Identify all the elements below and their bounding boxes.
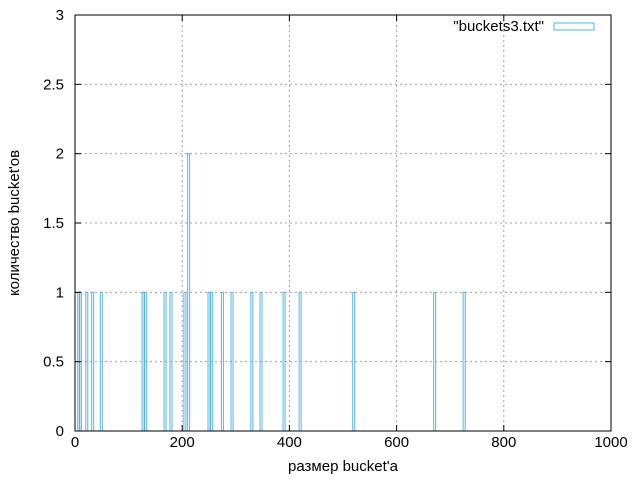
x-tick-label: 800 — [491, 434, 516, 451]
bar — [207, 291, 211, 432]
x-tick-label: 0 — [71, 434, 79, 451]
y-tick-label: 3 — [56, 7, 64, 24]
bar — [352, 291, 356, 432]
x-tick-label: 200 — [170, 434, 195, 451]
bar — [141, 291, 145, 432]
y-tick-label: 1 — [56, 284, 64, 301]
bar — [282, 291, 286, 432]
y-tick-label: 1.5 — [43, 215, 64, 232]
y-axis-title: количество bucket'ов — [6, 150, 23, 296]
bar — [187, 153, 191, 432]
legend: "buckets3.txt" — [453, 18, 595, 35]
x-tick-label: 400 — [277, 434, 302, 451]
x-tick-label: 1000 — [594, 434, 627, 451]
legend-swatch — [553, 22, 595, 31]
bar — [183, 291, 187, 432]
y-tick-label: 2.5 — [43, 76, 64, 93]
bar — [230, 291, 234, 432]
y-tick-labels: 0 0.5 1 1.5 2 2.5 3 — [43, 7, 64, 440]
y-tick-label: 2 — [56, 146, 64, 163]
x-tick-labels: 0 200 400 600 800 1000 — [71, 434, 628, 451]
legend-label: "buckets3.txt" — [453, 18, 544, 35]
x-tick-label: 600 — [384, 434, 409, 451]
bar — [462, 291, 466, 432]
y-tick-label: 0.5 — [43, 354, 64, 371]
bar — [433, 291, 437, 432]
axis-ticks — [74, 14, 612, 432]
x-axis-title: размер bucket'a — [288, 458, 399, 475]
y-tick-label: 0 — [56, 423, 64, 440]
bar — [220, 291, 224, 432]
bar — [91, 291, 95, 432]
grid-lines — [75, 15, 611, 431]
